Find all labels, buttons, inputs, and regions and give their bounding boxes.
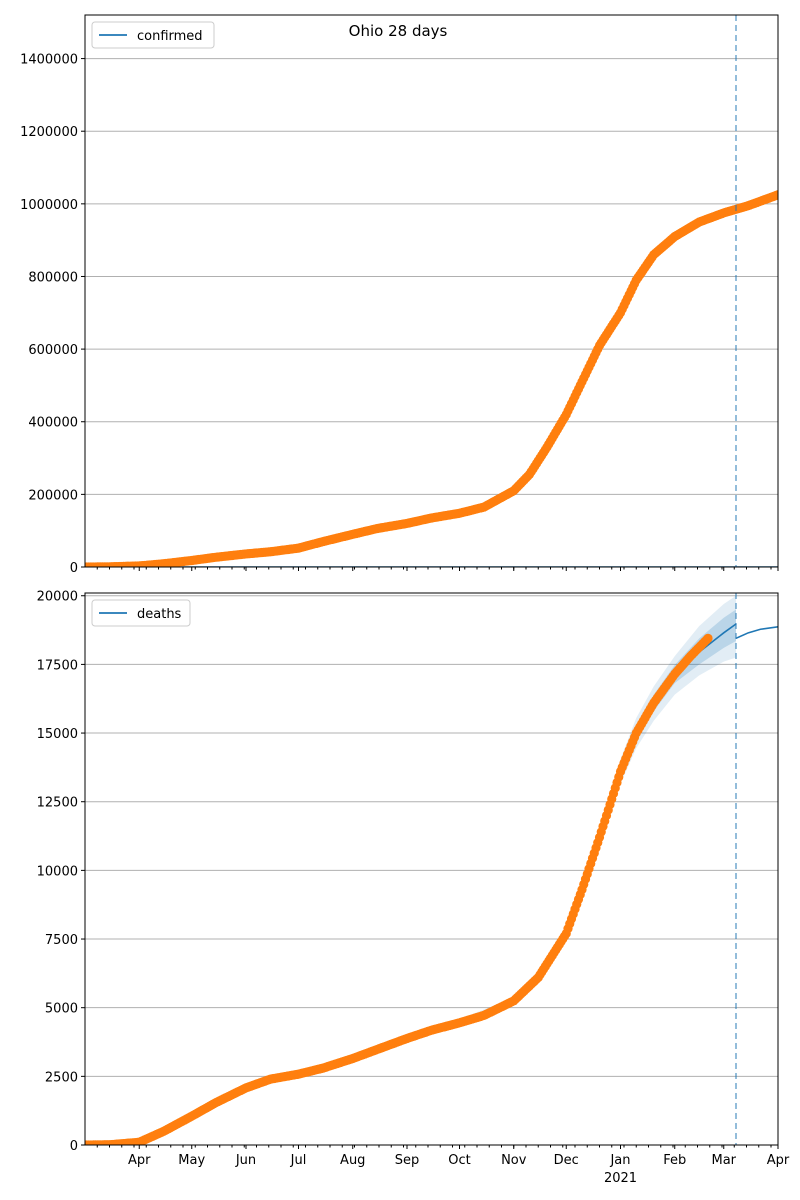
x-tick-label: Oct xyxy=(448,1153,470,1168)
plot-area xyxy=(85,190,778,567)
y-tick-label: 15000 xyxy=(37,727,78,742)
confirmed-panel: 0 200000 400000 600000 800000 1000000 1200000 1… xyxy=(20,14,779,576)
x-tick-label: Jun xyxy=(235,1153,256,1168)
y-tick-label: 10000 xyxy=(37,864,78,879)
y-tick-label: 17500 xyxy=(37,658,78,673)
legend-label: confirmed xyxy=(137,29,203,44)
legend-box xyxy=(91,21,215,49)
x-tick-label: Apr xyxy=(767,1153,790,1168)
x-tick-label: May xyxy=(178,1153,205,1168)
x-tick-label: Jan xyxy=(609,1153,630,1168)
y-tick-label: 5000 xyxy=(45,1002,78,1017)
x-tick-label: Dec xyxy=(554,1153,579,1168)
y-tick-label: 400000 xyxy=(28,416,78,431)
x-tick-label: Sep xyxy=(395,1153,420,1168)
deaths-panel: 0 2500 5000 7500 10000 12500 15000 17500 20000 Ap… xyxy=(37,590,790,1186)
chart-title: Ohio 28 days xyxy=(349,22,448,40)
axes-frame xyxy=(84,14,779,568)
plot-area xyxy=(85,595,778,1145)
legend: deaths xyxy=(91,599,191,627)
forecast-line xyxy=(735,625,778,640)
observed-point xyxy=(703,633,713,643)
y-tick-label: 12500 xyxy=(37,796,78,811)
model-line xyxy=(85,623,737,1145)
x-tick-label: Feb xyxy=(663,1153,686,1168)
x-tick-label: Jul xyxy=(290,1153,307,1168)
x-tick-label: Apr xyxy=(128,1153,151,1168)
y-tick-label: 7500 xyxy=(45,933,78,948)
y-tick-label: 600000 xyxy=(28,343,78,358)
y-tick-label: 800000 xyxy=(28,270,78,285)
y-tick-label: 0 xyxy=(70,561,78,576)
legend: confirmed xyxy=(91,21,215,49)
y-tick-label: 1000000 xyxy=(20,198,78,213)
uncertainty-band-outer xyxy=(163,595,736,1132)
x-tick-label: Mar xyxy=(711,1153,736,1168)
y-tick-label: 20000 xyxy=(37,590,78,605)
y-tick-label: 0 xyxy=(70,1139,78,1154)
axes-frame xyxy=(84,592,779,1146)
y-tick-label: 200000 xyxy=(28,488,78,503)
y-tick-label: 2500 xyxy=(45,1070,78,1085)
observed-point xyxy=(773,190,778,200)
x-tick-label: Aug xyxy=(340,1153,365,1168)
x-tick-label: Nov xyxy=(501,1153,527,1168)
y-tick-label: 1200000 xyxy=(20,125,78,140)
legend-label: deaths xyxy=(137,607,182,622)
y-tick-label: 1400000 xyxy=(20,53,78,68)
legend-box xyxy=(91,599,191,627)
x-year-label: 2021 xyxy=(604,1171,637,1186)
